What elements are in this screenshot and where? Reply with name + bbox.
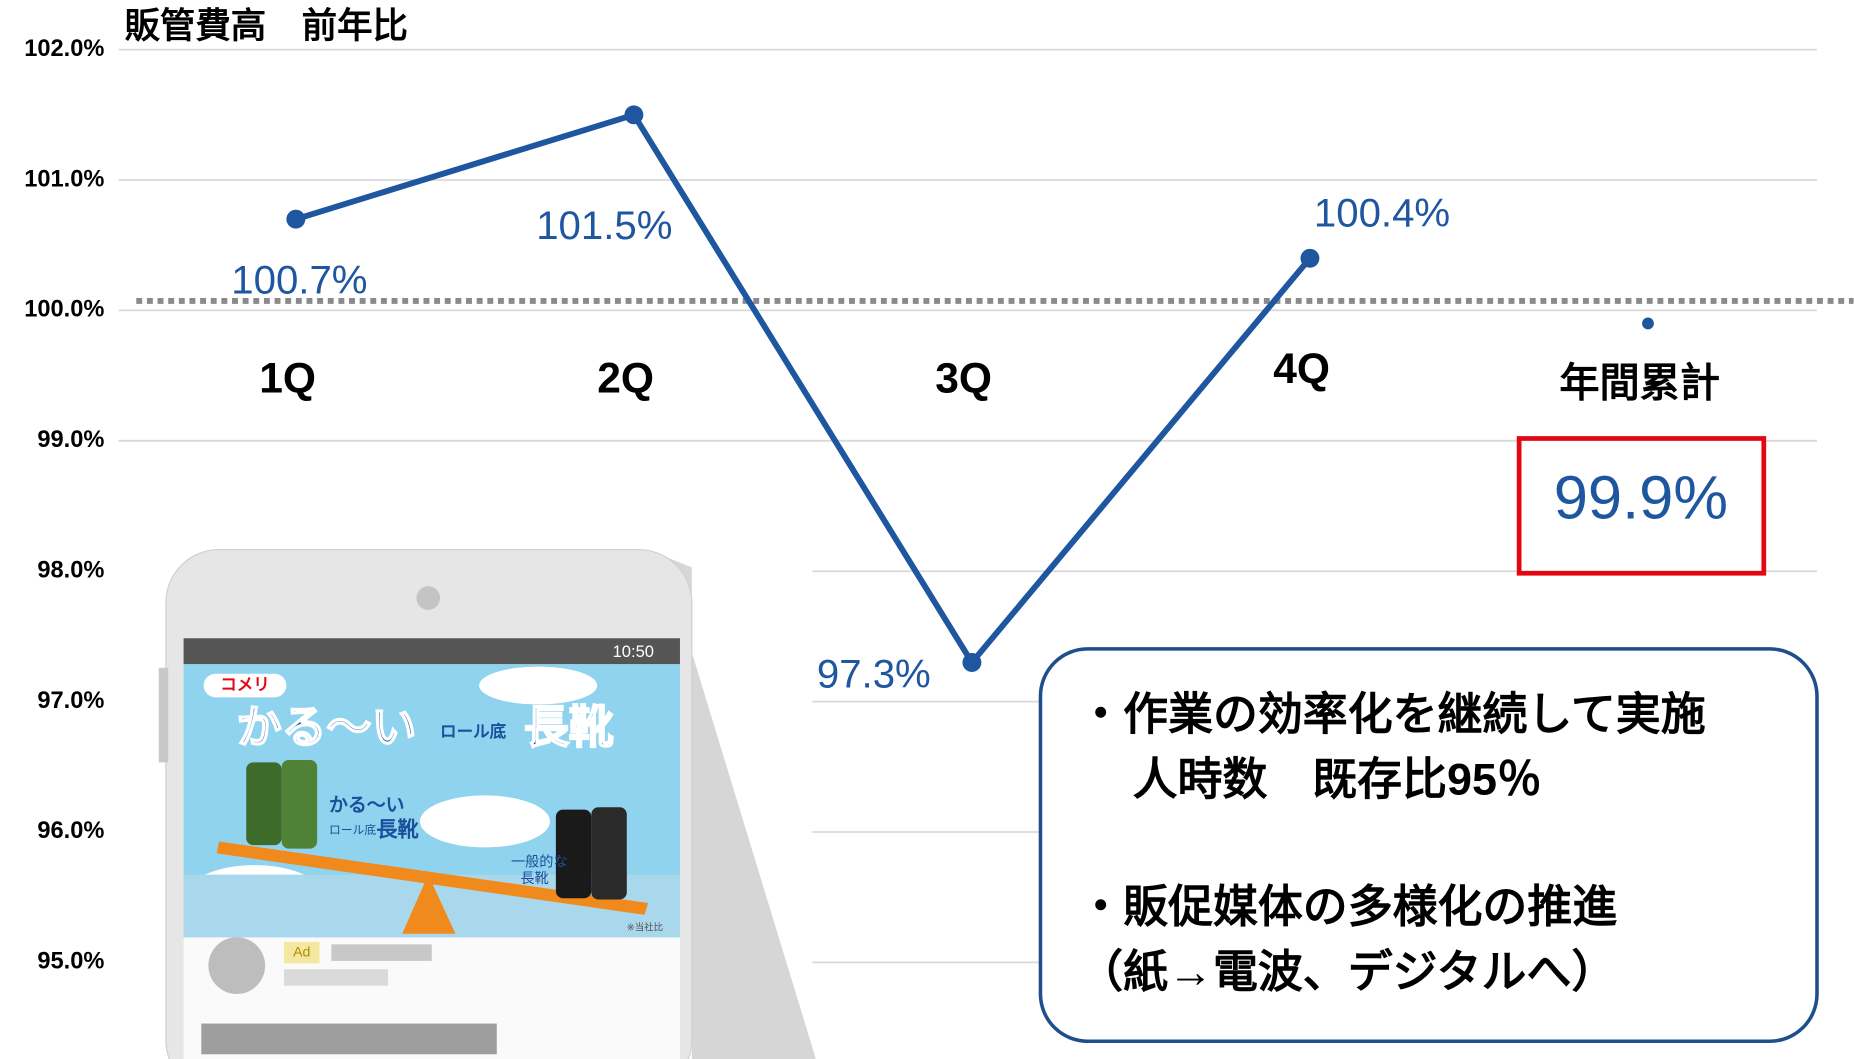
callout-line: 人時数 既存比95％ [1133,753,1542,804]
status-bar [184,638,680,664]
y-tick-label: 97.0% [37,688,104,714]
callout-line: ・作業の効率化を継続して実施 [1078,688,1705,739]
avatar [208,937,265,994]
y-tick-label: 101.0% [24,166,104,192]
x-tick-label: 4Q [1273,345,1330,393]
point [624,105,643,124]
placeholder [201,1024,496,1055]
point [286,210,305,229]
status-time: 10:50 [613,642,654,661]
cloud [479,667,597,705]
chart-title: 販管費高 前年比 [124,6,408,46]
point [962,653,981,672]
ad-headline: 長靴 [524,701,614,752]
phone-button [159,668,168,763]
value-label: 97.3% [817,651,931,696]
y-tick-label: 96.0% [37,818,104,844]
y-tick-label: 99.0% [37,427,104,453]
boot-green [246,762,281,845]
x-tick-label: 3Q [935,355,992,403]
ad-headline: ロール底 [440,721,507,741]
callout-line: （紙→電波、デジタルへ） [1078,946,1616,997]
y-tick-label: 102.0% [24,36,104,62]
placeholder [331,944,431,961]
y-tick-label: 95.0% [37,949,104,975]
ad-note: ※当社比 [627,921,663,933]
ad-regular-label: 長靴 [520,871,548,887]
y-tick-label: 98.0% [37,557,104,583]
y-tick-label: 100.0% [24,297,104,323]
boot-green [282,760,317,849]
phone-camera [416,586,440,610]
x-tick-label: 年間累計 [1559,361,1720,406]
ad-badge: Ad [293,944,310,960]
ad-light-label: 長靴 [376,818,419,842]
value-label: 100.7% [231,258,367,303]
total-label: 99.9% [1554,464,1728,533]
total-point [1642,318,1654,330]
ad-light-label: ロール底 [329,823,376,837]
x-tick-label: 2Q [597,355,654,403]
boot-black [591,807,626,899]
placeholder [284,969,388,986]
value-label: 101.5% [536,203,672,248]
page: 95.0% 96.0% 97.0% 98.0% 99.0% 100.0% 101.0% 102… [0,0,1854,1059]
ad-headline: かる〜い [237,701,417,752]
point [1300,249,1319,268]
ad-brand: コメリ [220,675,270,694]
cloud [420,795,550,847]
value-label: 100.4% [1314,190,1450,235]
ad-light-label: かる〜い [329,794,405,816]
callout-line: ・販促媒体の多様化の推進 [1078,881,1617,932]
ad-regular-label: 一般的な [511,854,568,871]
chart: 95.0% 96.0% 97.0% 98.0% 99.0% 100.0% 101.0% 102… [0,0,1854,1059]
x-tick-label: 1Q [259,355,316,403]
